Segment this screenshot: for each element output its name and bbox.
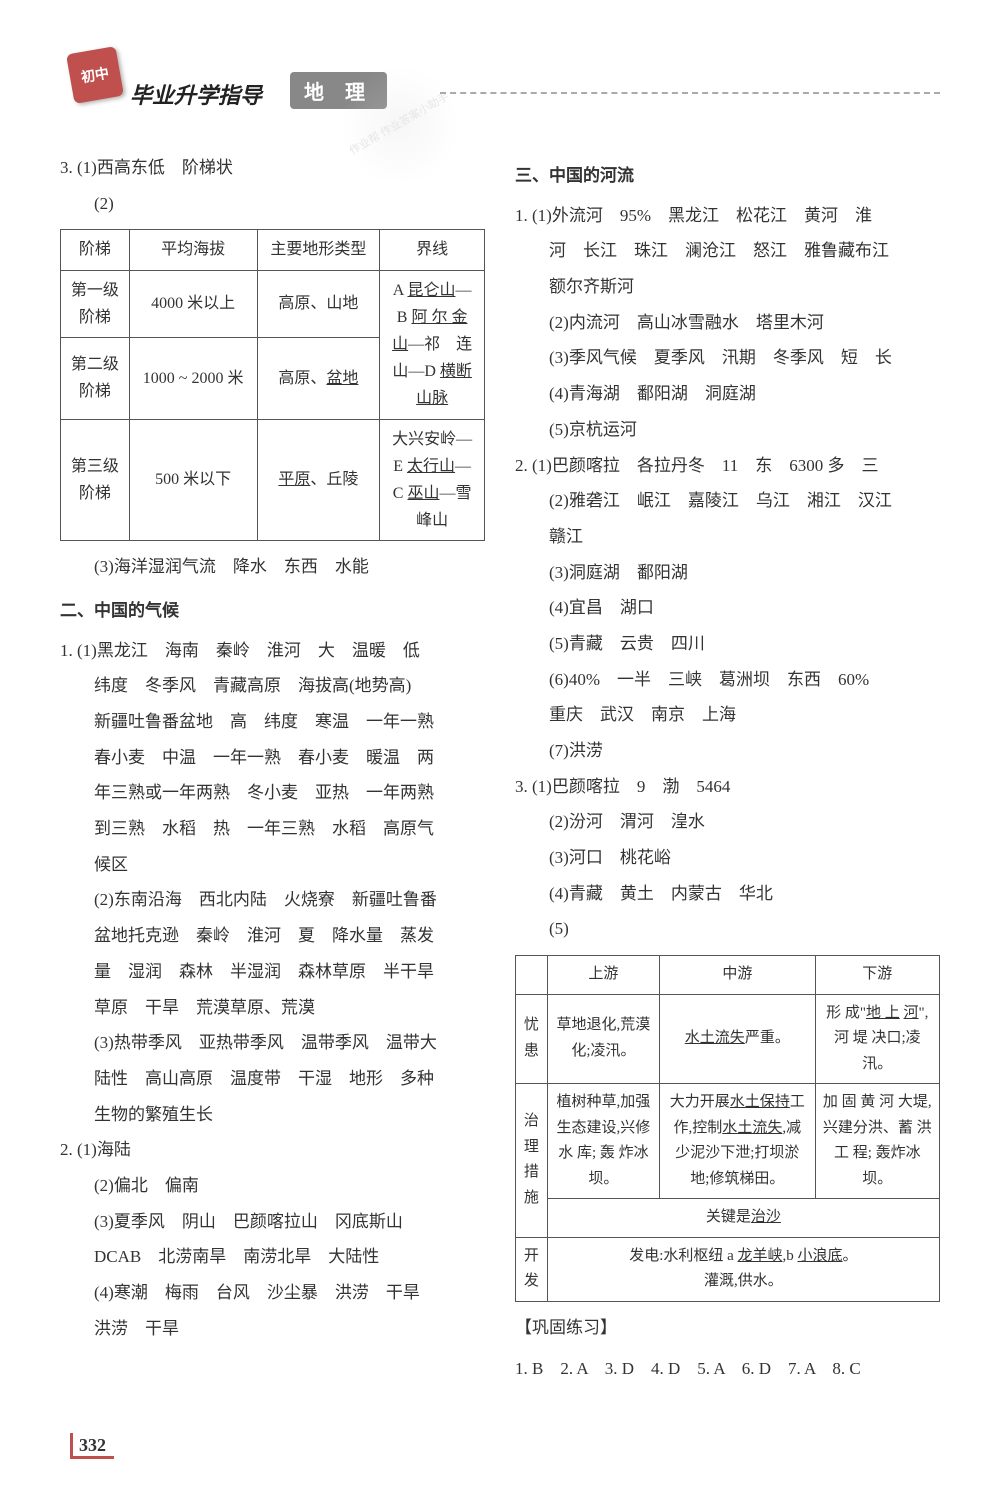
s3-q2-6: (6)40% 一半 三峡 葛洲坝 东西 60% xyxy=(515,662,940,698)
s3-q2-1: 2. (1)巴颜喀拉 各拉丹冬 11 东 6300 多 三 xyxy=(515,448,940,484)
s2-q2-4: (4)寒潮 梅雨 台风 沙尘暴 洪涝 干旱 xyxy=(60,1275,485,1311)
header-divider xyxy=(440,92,940,94)
table-cell-key: 关键是治沙 xyxy=(547,1199,939,1238)
left-column: 3. (1)西高东低 阶梯状 (2) 阶梯 平均海拔 主要地形类型 界线 第一级… xyxy=(60,150,485,1387)
s3-q1-2: (2)内流河 高山冰雪融水 塔里木河 xyxy=(515,305,940,341)
yellow-river-table: 上游 中游 下游 忧患 草地退化,荒漠化;凌汛。 水土流失严重。 形 成"地 上… xyxy=(515,955,940,1302)
table-cell: 草地退化,荒漠化;凌汛。 xyxy=(547,994,659,1084)
s3-q2-7: (7)洪涝 xyxy=(515,733,940,769)
s3-q1-1: 1. (1)外流河 95% 黑龙江 松花江 黄河 淮 xyxy=(515,198,940,234)
s2-q1-2d: 草原 干旱 荒漠草原、荒漠 xyxy=(60,990,485,1026)
th-landform: 主要地形类型 xyxy=(257,230,380,270)
table-cell: 植树种草,加强生态建设,兴修水 库; 轰 炸冰坝。 xyxy=(547,1084,659,1199)
th-middle: 中游 xyxy=(660,956,815,995)
s2-q2-3b: DCAB 北涝南旱 南涝北旱 大陆性 xyxy=(60,1239,485,1275)
s2-q2-3: (3)夏季风 阴山 巴颜喀拉山 冈底斯山 xyxy=(60,1204,485,1240)
table-cell: 加 固 黄 河 大堤,兴建分洪、蓄 洪 工 程; 轰炸冰坝。 xyxy=(815,1084,939,1199)
s3-q3-2: (2)汾河 渭河 湟水 xyxy=(515,804,940,840)
practice-title: 【巩固练习】 xyxy=(515,1310,940,1346)
practice-answers: 1. B 2. A 3. D 4. D 5. A 6. D 7. A 8. C xyxy=(515,1351,940,1387)
table-cell: 第三级阶梯 xyxy=(61,419,130,541)
th-upper: 上游 xyxy=(547,956,659,995)
s3-q3-1: 3. (1)巴颜喀拉 9 渤 5464 xyxy=(515,769,940,805)
q3-part2-label: (2) xyxy=(60,186,485,222)
s2-q1-1e: 年三熟或一年两熟 冬小麦 亚热 一年两熟 xyxy=(60,775,485,811)
s3-q3-5: (5) xyxy=(515,911,940,947)
s2-q1-1d: 春小麦 中温 一年一熟 春小麦 暖温 两 xyxy=(60,740,485,776)
s2-q1-1b: 纬度 冬季风 青藏高原 海拔高(地势高) xyxy=(60,668,485,704)
s2-q1-1c: 新疆吐鲁番盆地 高 纬度 寒温 一年一熟 xyxy=(60,704,485,740)
table-cell: 形 成"地 上 河",河 堤 决口;凌汛。 xyxy=(815,994,939,1084)
th-step: 阶梯 xyxy=(61,230,130,270)
th-elevation: 平均海拔 xyxy=(129,230,257,270)
table-cell: 治理措施 xyxy=(516,1084,548,1238)
s2-q2-2: (2)偏北 偏南 xyxy=(60,1168,485,1204)
s3-q2-2: (2)雅砻江 岷江 嘉陵江 乌江 湘江 汉江 xyxy=(515,483,940,519)
page-number-value: 332 xyxy=(70,1433,114,1459)
th-blank xyxy=(516,956,548,995)
s3-q1-5: (5)京杭运河 xyxy=(515,412,940,448)
table-cell: 大力开展水土保持工作,控制水土流失,减少泥沙下泄;打坝淤地;修筑梯田。 xyxy=(660,1084,815,1199)
s2-q1-3c: 生物的繁殖生长 xyxy=(60,1097,485,1133)
s3-q2-3: (3)洞庭湖 鄱阳湖 xyxy=(515,555,940,591)
grade-badge: 初中 xyxy=(66,46,124,104)
table-cell: 高原、山地 xyxy=(257,270,380,337)
table-cell: 水土流失严重。 xyxy=(660,994,815,1084)
page-number: 332 xyxy=(70,1433,114,1459)
table-cell: 大兴安岭—E 太行山—C 巫山—雪峰山 xyxy=(380,419,485,541)
terrain-steps-table: 阶梯 平均海拔 主要地形类型 界线 第一级阶梯 4000 米以上 高原、山地 A… xyxy=(60,229,485,541)
th-lower: 下游 xyxy=(815,956,939,995)
table-cell: 第二级阶梯 xyxy=(61,337,130,419)
s2-q1-1f: 到三熟 水稻 热 一年三熟 水稻 高原气 xyxy=(60,811,485,847)
s2-q1-2b: 盆地托克逊 秦岭 淮河 夏 降水量 蒸发 xyxy=(60,918,485,954)
table-cell: 开发 xyxy=(516,1237,548,1301)
section3-title: 三、中国的河流 xyxy=(515,158,940,194)
s2-q1-3b: 陆性 高山高原 温度带 干湿 地形 多种 xyxy=(60,1061,485,1097)
section2-title: 二、中国的气候 xyxy=(60,593,485,629)
s2-q1-1: 1. (1)黑龙江 海南 秦岭 淮河 大 温暖 低 xyxy=(60,633,485,669)
right-column: 三、中国的河流 1. (1)外流河 95% 黑龙江 松花江 黄河 淮 河 长江 … xyxy=(515,150,940,1387)
table-cell: 1000 ~ 2000 米 xyxy=(129,337,257,419)
table-cell: 高原、盆地 xyxy=(257,337,380,419)
s2-q1-2c: 量 湿润 森林 半湿润 森林草原 半干旱 xyxy=(60,954,485,990)
s3-q3-3: (3)河口 桃花峪 xyxy=(515,840,940,876)
s3-q1-3: (3)季风气候 夏季风 汛期 冬季风 短 长 xyxy=(515,340,940,376)
table-cell: 忧患 xyxy=(516,994,548,1084)
s2-q1-3: (3)热带季风 亚热带季风 温带季风 温带大 xyxy=(60,1025,485,1061)
s2-q1-1g: 候区 xyxy=(60,847,485,883)
th-boundary: 界线 xyxy=(380,230,485,270)
s3-q1-1b: 河 长江 珠江 澜沧江 怒江 雅鲁藏布江 xyxy=(515,233,940,269)
q3-part3: (3)海洋湿润气流 降水 东西 水能 xyxy=(60,549,485,585)
s2-q2-4b: 洪涝 干旱 xyxy=(60,1311,485,1347)
table-cell: 发电:水利枢纽 a 龙羊峡,b 小浪底。灌溉,供水。 xyxy=(547,1237,939,1301)
s3-q2-2b: 赣江 xyxy=(515,519,940,555)
s3-q1-4: (4)青海湖 鄱阳湖 洞庭湖 xyxy=(515,376,940,412)
table-cell: A 昆仑山—B 阿 尔 金山—祁 连山—D 横断山脉 xyxy=(380,270,485,419)
page-header: 初中 毕业升学指导 地 理 作业帮 作业答案小助手 xyxy=(60,60,940,120)
table-cell: 4000 米以上 xyxy=(129,270,257,337)
s3-q2-4: (4)宜昌 湖口 xyxy=(515,590,940,626)
s2-q1-2: (2)东南沿海 西北内陆 火烧寮 新疆吐鲁番 xyxy=(60,882,485,918)
table-cell: 500 米以下 xyxy=(129,419,257,541)
table-cell: 第一级阶梯 xyxy=(61,270,130,337)
s3-q2-5: (5)青藏 云贵 四川 xyxy=(515,626,940,662)
table-cell: 平原、丘陵 xyxy=(257,419,380,541)
s3-q3-4: (4)青藏 黄土 内蒙古 华北 xyxy=(515,876,940,912)
s2-q2-1: 2. (1)海陆 xyxy=(60,1132,485,1168)
s3-q1-1c: 额尔齐斯河 xyxy=(515,269,940,305)
s3-q2-6b: 重庆 武汉 南京 上海 xyxy=(515,697,940,733)
book-title: 毕业升学指导 xyxy=(130,78,262,110)
